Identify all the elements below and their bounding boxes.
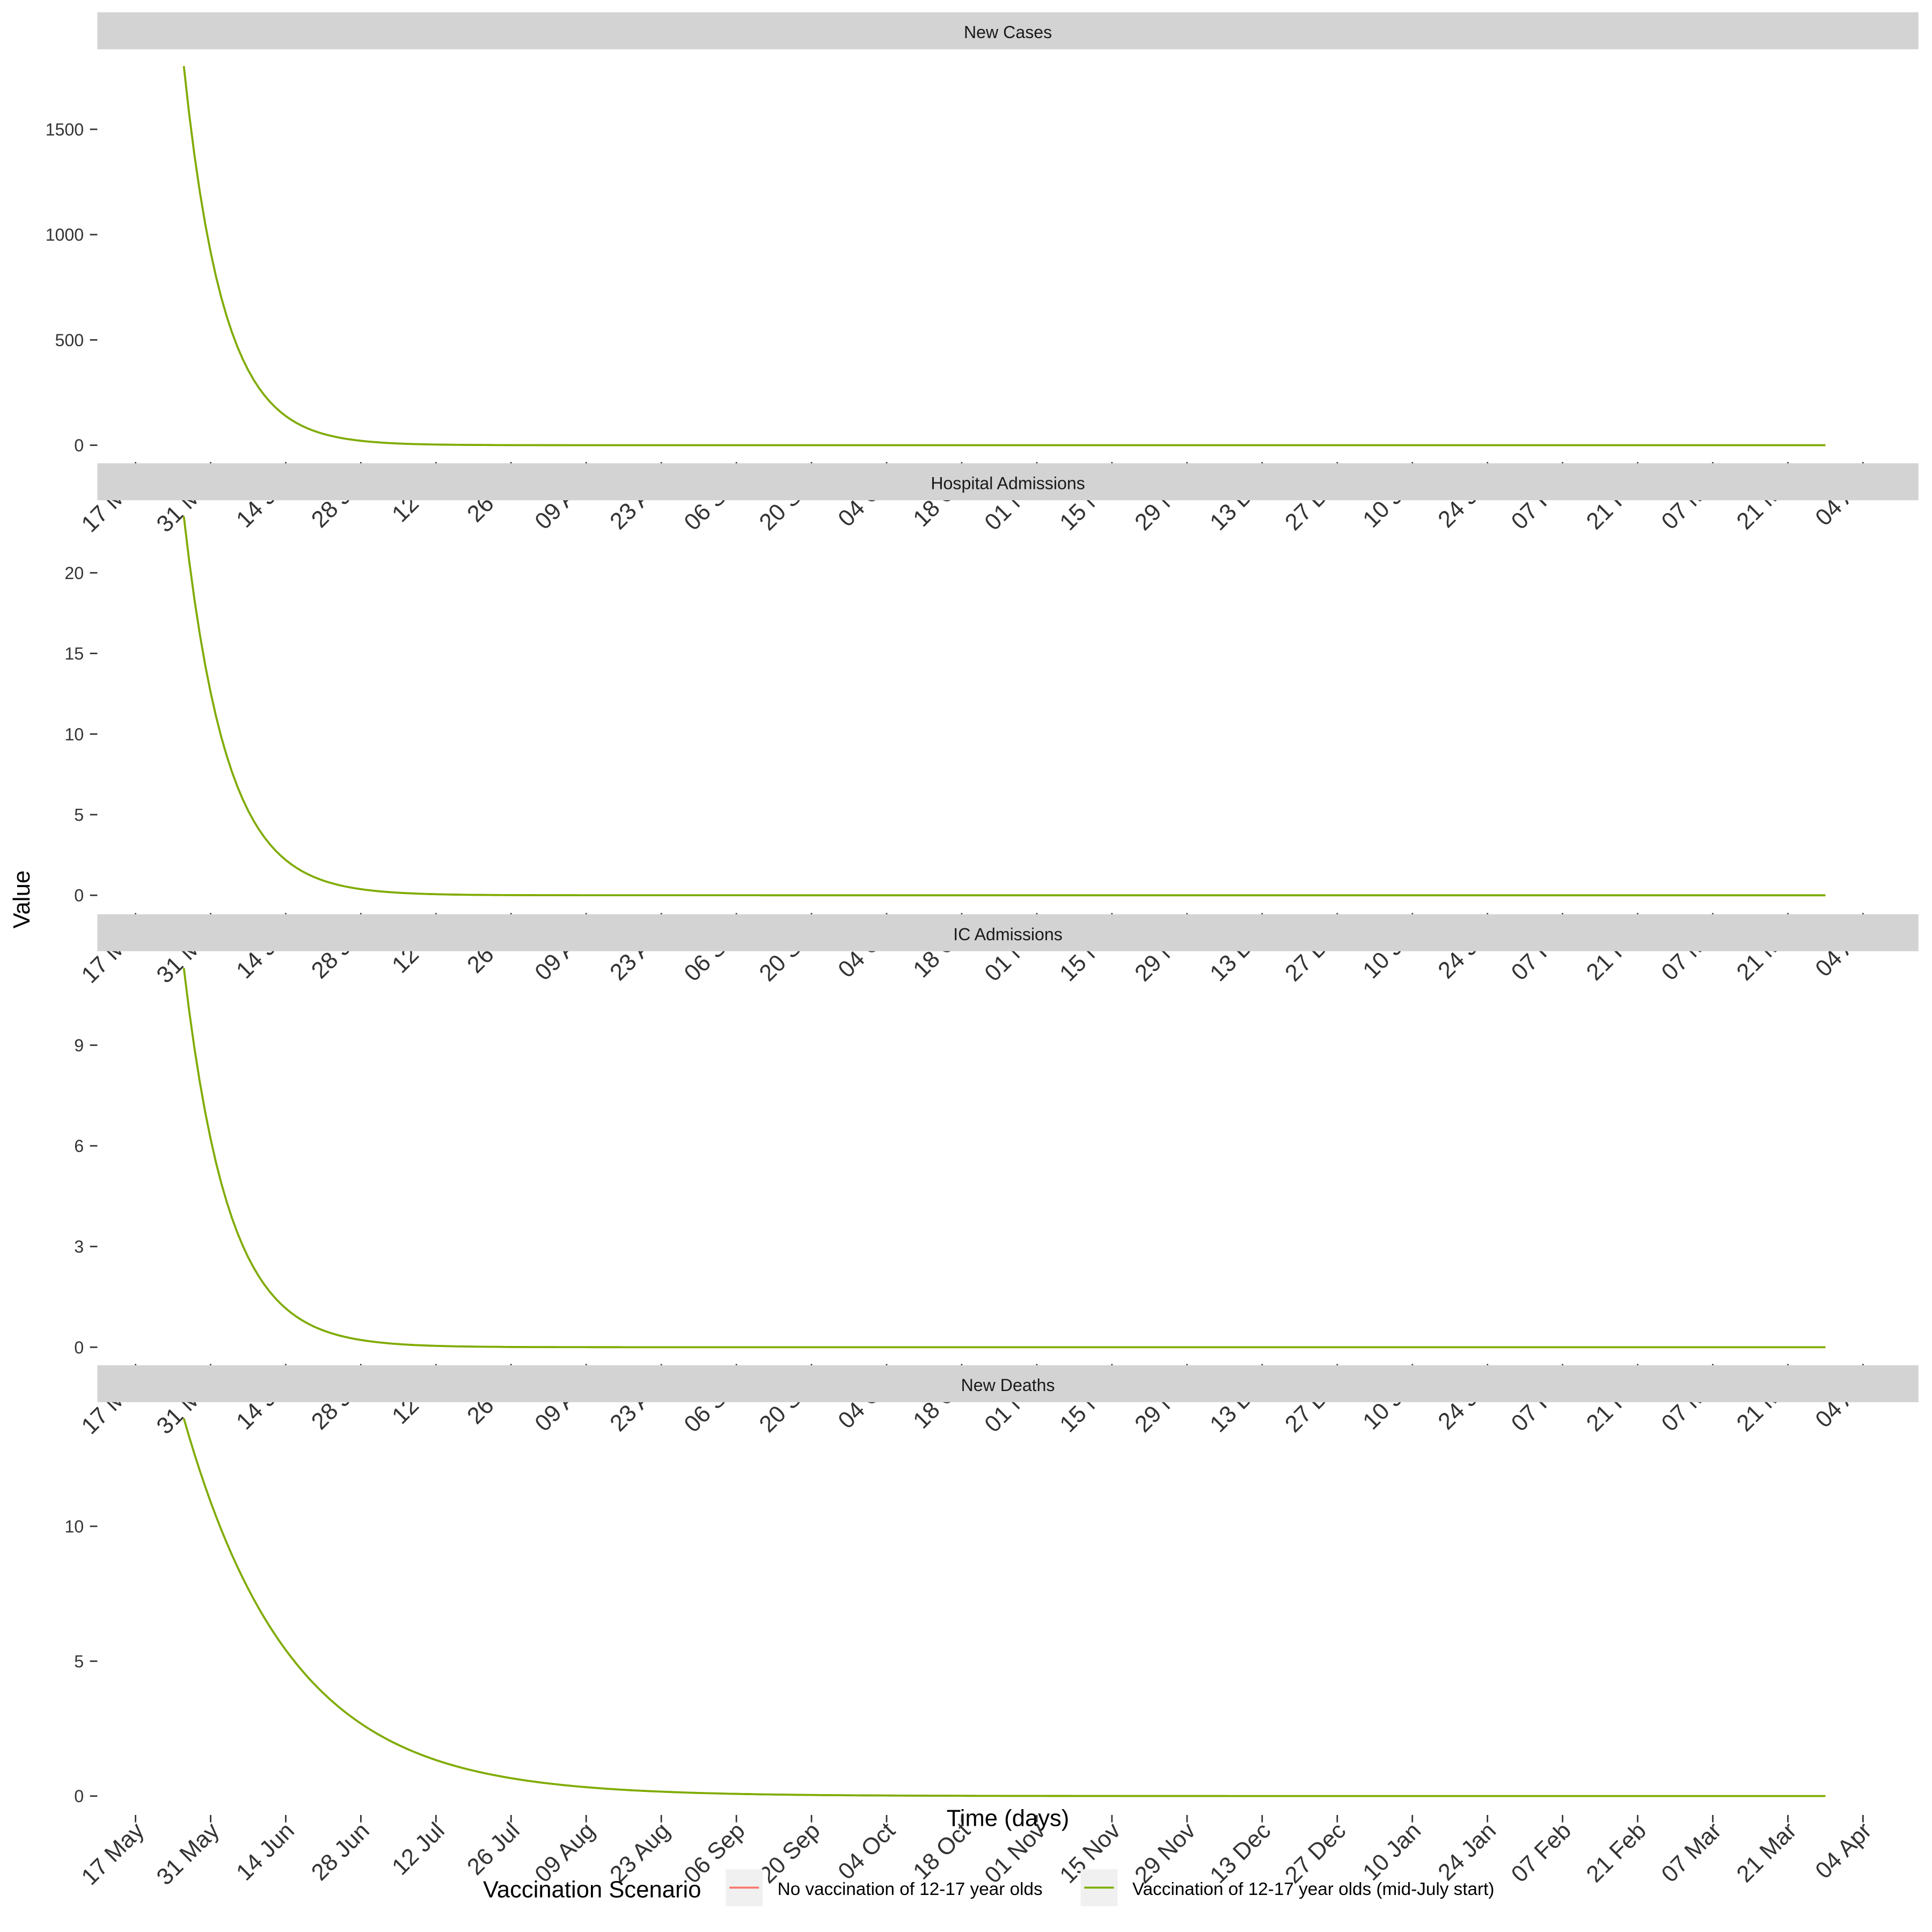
- y-axis-title: Value: [9, 870, 35, 928]
- facet-title: New Deaths: [961, 1375, 1055, 1395]
- y-tick-label: 10: [64, 1517, 84, 1536]
- y-tick-label: 1500: [46, 120, 84, 139]
- x-tick-label: 29 Nov: [1130, 1818, 1201, 1889]
- y-tick-label: 5: [74, 1652, 84, 1671]
- y-tick-label: 9: [74, 1036, 84, 1055]
- x-tick-label: 20 Sep: [755, 1818, 825, 1889]
- x-tick-label: 18 Oct: [909, 1818, 976, 1885]
- series-line-no-vaccination: [182, 66, 1826, 447]
- x-tick-label: 17 May: [77, 1818, 149, 1890]
- x-tick-label: 31 May: [152, 1818, 224, 1890]
- x-tick-label: 14 Jun: [231, 1818, 299, 1886]
- y-tick-label: 1000: [46, 225, 84, 245]
- y-tick-label: 6: [74, 1137, 84, 1156]
- x-tick-label: 12 Jul: [387, 1818, 450, 1880]
- y-tick-label: 0: [74, 886, 84, 905]
- x-tick-label: 13 Dec: [1205, 1818, 1276, 1889]
- series-line-vaccination: [182, 968, 1826, 1349]
- x-axis-title: Time (days): [947, 1806, 1070, 1832]
- y-tick-label: 0: [74, 436, 84, 455]
- x-tick-label: 07 Feb: [1506, 1818, 1576, 1887]
- x-tick-label: 28 Jun: [306, 1818, 375, 1886]
- x-tick-label: 24 Jan: [1433, 1818, 1502, 1886]
- series-line-vaccination: [182, 66, 1826, 447]
- y-tick-label: 15: [64, 644, 84, 663]
- x-tick-label: 10 Jan: [1358, 1818, 1426, 1886]
- legend-label-vaccination: Vaccination of 12-17 year olds (mid-July…: [1132, 1879, 1495, 1899]
- legend-title: Vaccination Scenario: [483, 1877, 701, 1903]
- facet-strip: [97, 463, 1919, 501]
- series-line-no-vaccination: [182, 516, 1826, 897]
- x-tick-label: 21 Feb: [1582, 1818, 1651, 1887]
- x-tick-label: 04 Apr: [1811, 1818, 1877, 1884]
- x-tick-label: 21 Mar: [1732, 1818, 1802, 1887]
- legend-item-no-vaccination: No vaccination of 12-17 year olds: [726, 1869, 1043, 1906]
- facet-title: IC Admissions: [953, 925, 1063, 944]
- y-tick-label: 0: [74, 1338, 84, 1357]
- legend-label-no-vaccination: No vaccination of 12-17 year olds: [778, 1879, 1043, 1899]
- facet-strip: [97, 1365, 1919, 1402]
- facet-title: New Cases: [964, 23, 1052, 42]
- series-line-no-vaccination: [182, 968, 1826, 1349]
- legend: Vaccination Scenario No vaccination of 1…: [483, 1869, 1494, 1906]
- y-tick-label: 500: [55, 331, 84, 350]
- x-tick-label: 07 Mar: [1657, 1818, 1726, 1887]
- y-tick-label: 5: [74, 805, 84, 824]
- legend-item-vaccination: Vaccination of 12-17 year olds (mid-July…: [1080, 1869, 1495, 1906]
- x-tick-label: 27 Dec: [1280, 1818, 1351, 1889]
- series-line-vaccination: [182, 516, 1826, 897]
- series-line-no-vaccination: [182, 1418, 1826, 1797]
- facet-title: Hospital Admissions: [931, 473, 1085, 493]
- y-tick-label: 3: [74, 1237, 84, 1256]
- y-tick-label: 0: [74, 1787, 84, 1806]
- y-tick-label: 20: [64, 564, 84, 583]
- facet-strip: [97, 12, 1919, 49]
- series-line-vaccination: [182, 1418, 1826, 1797]
- x-tick-label: 04 Oct: [833, 1818, 901, 1885]
- facet-strip: [97, 914, 1919, 952]
- x-tick-label: 26 Jul: [463, 1818, 525, 1880]
- y-tick-label: 10: [64, 724, 84, 744]
